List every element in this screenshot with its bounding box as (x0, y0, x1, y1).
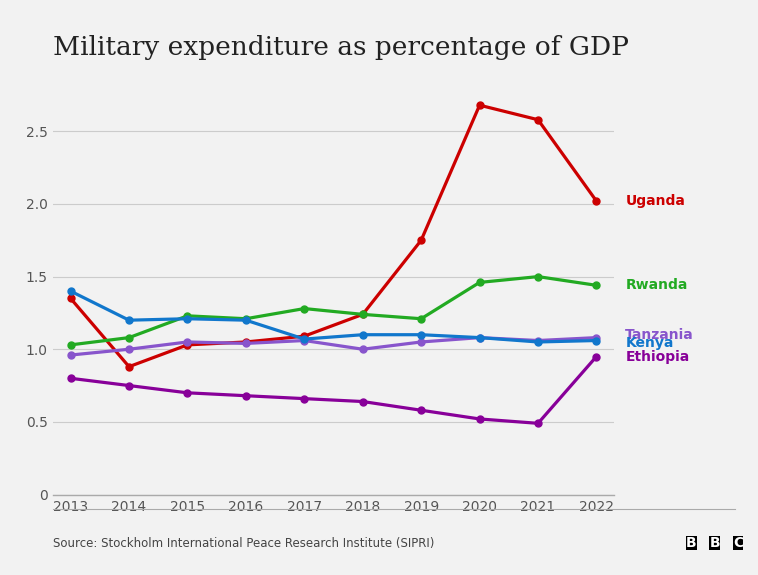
Text: Rwanda: Rwanda (625, 278, 688, 292)
Text: Tanzania: Tanzania (625, 328, 694, 342)
Text: Source: Stockholm International Peace Research Institute (SIPRI): Source: Stockholm International Peace Re… (53, 537, 434, 550)
Text: Kenya: Kenya (625, 336, 674, 350)
Text: B: B (686, 536, 697, 550)
Text: Uganda: Uganda (625, 194, 685, 208)
Text: C: C (733, 536, 744, 550)
Text: Ethiopia: Ethiopia (625, 350, 690, 363)
Text: B: B (709, 536, 720, 550)
Text: Military expenditure as percentage of GDP: Military expenditure as percentage of GD… (53, 36, 629, 60)
